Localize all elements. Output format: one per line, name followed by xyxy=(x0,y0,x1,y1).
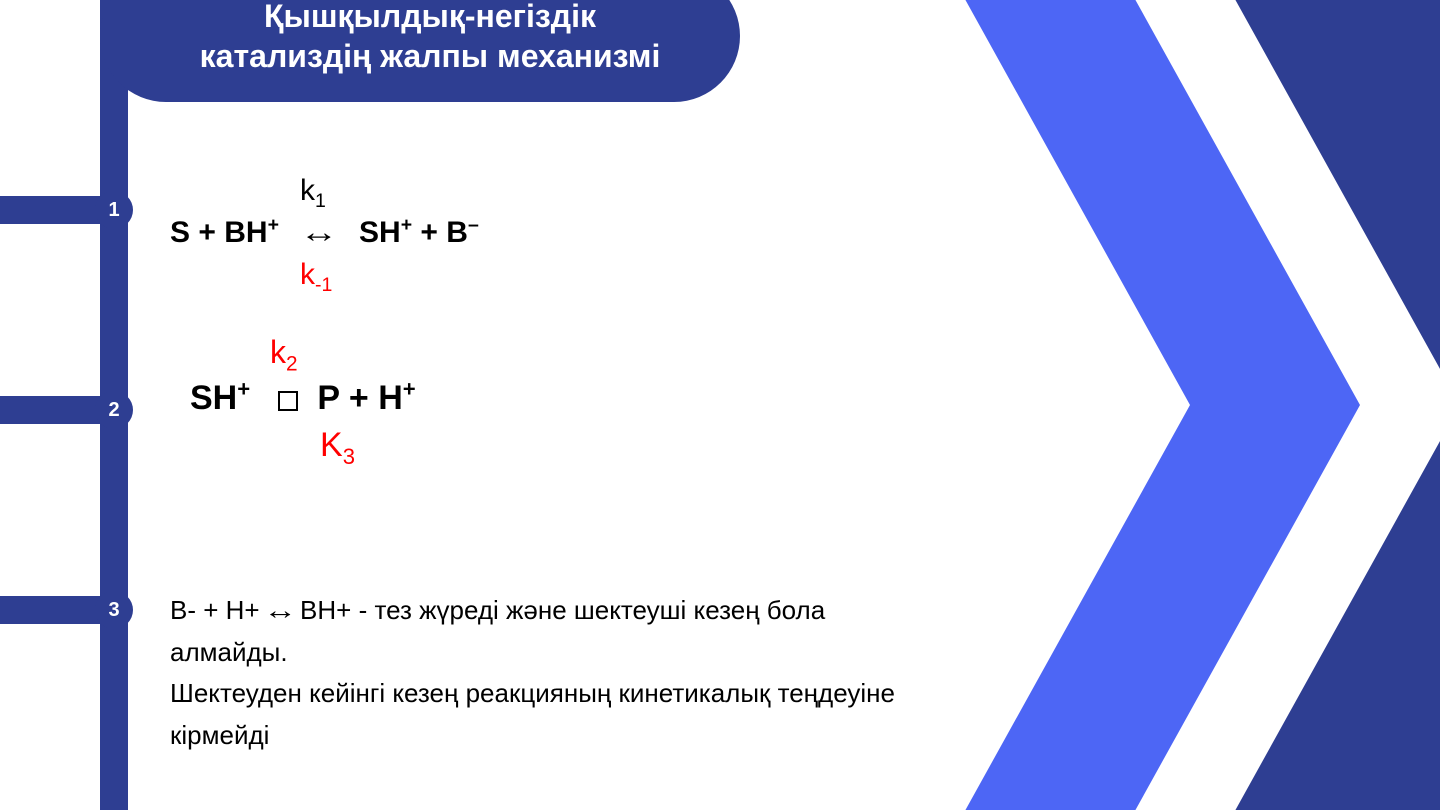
step-3-content: B- + H+ ↔ BH+ - тез жүреді және шектеуші… xyxy=(170,590,930,756)
chevron-middle-icon xyxy=(1045,0,1440,810)
rate-constant-k3: K3 xyxy=(320,422,416,470)
title-line-1: Қышқылдық-негіздік xyxy=(264,0,596,34)
km1-base: k xyxy=(300,258,315,291)
k3-base: K xyxy=(320,426,343,464)
step-badge-1: 1 xyxy=(95,191,133,229)
connector-2 xyxy=(0,396,100,424)
eq2-arrow-placeholder-icon xyxy=(278,391,298,411)
eq1-lhs1: S xyxy=(170,216,190,249)
background-chevron-decor xyxy=(840,0,1440,810)
chevron-outer-icon xyxy=(1120,0,1440,810)
step3-arrow-icon: ↔ xyxy=(263,590,297,632)
step-badge-3: 3 xyxy=(95,591,133,629)
step3-frag1: B- + H+ xyxy=(170,595,267,625)
step-1-content: k1 S + BH+ ↔ SH+ + B– k-1 xyxy=(170,170,479,296)
eq2-rhs1: P xyxy=(317,379,339,417)
k1-sub: 1 xyxy=(315,190,326,212)
k3-sub: 3 xyxy=(343,444,355,469)
eq2-op: + xyxy=(349,379,369,417)
eq2-rhs2: H+ xyxy=(378,379,415,417)
eq1-lhs2: BH+ xyxy=(224,216,279,249)
title-line-2: катализдің жалпы механизмі xyxy=(200,38,661,74)
k2-sub: 2 xyxy=(286,352,298,375)
step-badge-2: 2 xyxy=(95,391,133,429)
step3-line2: Шектеуден кейінгі кезең реакцияның кинет… xyxy=(170,678,895,750)
km1-sub: -1 xyxy=(315,274,332,296)
eq1-arrow-icon: ↔ xyxy=(299,212,338,254)
eq1-op2: + xyxy=(420,216,438,249)
slide-title: Қышқылдық-негіздік катализдің жалпы меха… xyxy=(100,0,740,102)
rate-constant-k-1: k-1 xyxy=(300,254,479,296)
rate-constant-k1: k1 xyxy=(300,170,479,212)
connector-1 xyxy=(0,196,100,224)
step-2-content: k2 SH+ P + H+ K3 xyxy=(170,330,416,470)
rate-constant-k2: k2 xyxy=(270,330,416,375)
equation-2: SH+ P + H+ xyxy=(190,375,416,423)
chevron-inner-icon xyxy=(910,0,1360,810)
k2-base: k xyxy=(270,334,286,370)
eq2-lhs: SH+ xyxy=(190,379,250,417)
equation-1: S + BH+ ↔ SH+ + B– xyxy=(170,212,479,254)
eq1-op1: + xyxy=(198,216,216,249)
k1-base: k xyxy=(300,174,315,207)
connector-3 xyxy=(0,596,100,624)
eq1-rhs1: SH+ xyxy=(359,216,412,249)
eq1-rhs2: B– xyxy=(446,216,479,249)
